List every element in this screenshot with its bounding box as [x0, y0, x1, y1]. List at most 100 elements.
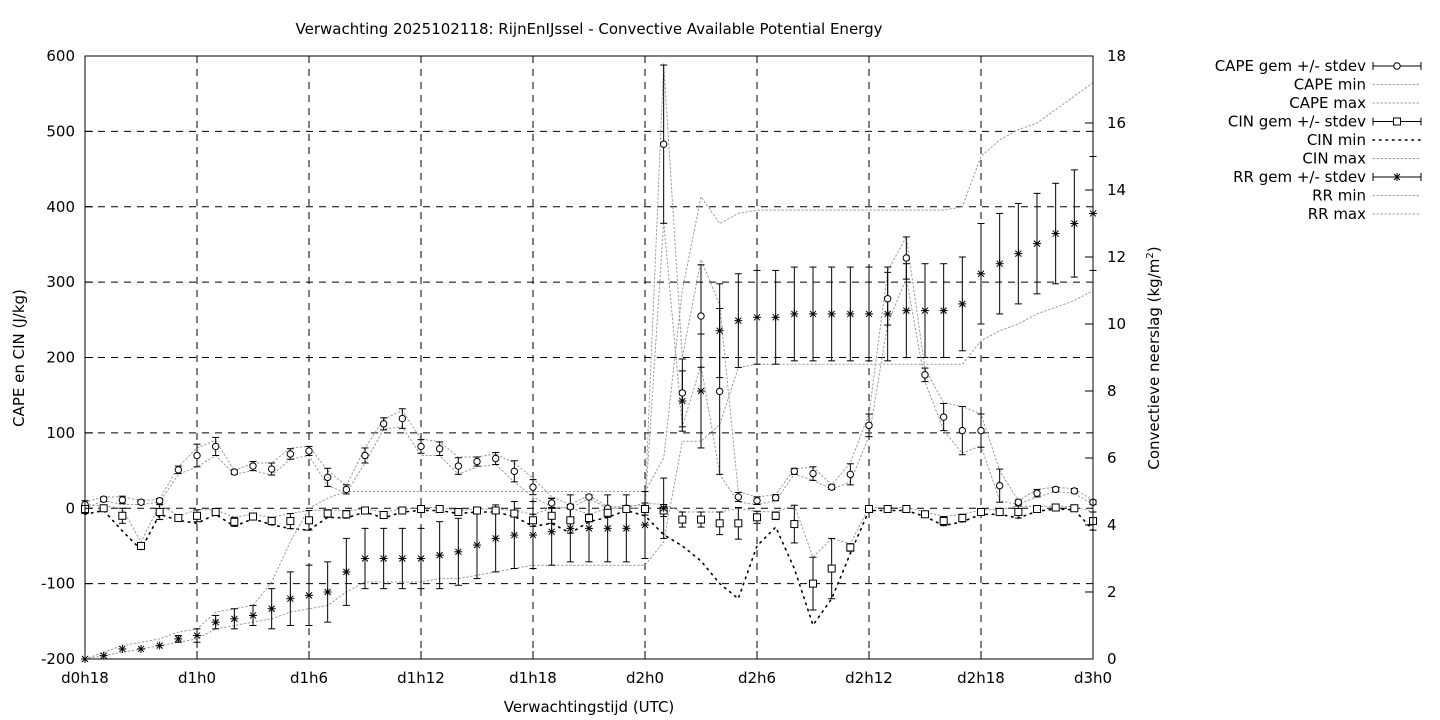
- axes: -200 -100 0 100 200 300 400 500 600 0 2 4 6 8 10 12 14 16…: [41, 47, 1126, 687]
- star-point: [790, 309, 799, 318]
- y-axis-left-title: CAPE en CIN (J/kg): [10, 289, 28, 427]
- star-point: [379, 554, 388, 563]
- star-point: [99, 651, 108, 660]
- star-point: [827, 309, 836, 318]
- circle-point: [323, 473, 332, 482]
- square-point: [995, 508, 1004, 517]
- square-point: [137, 541, 145, 550]
- square-point: [771, 511, 780, 520]
- circle-point: [790, 467, 799, 476]
- y-right-tick-label: 18: [1107, 47, 1126, 65]
- square-point: [267, 517, 276, 526]
- square-point: [734, 519, 743, 528]
- x-tick-label: d2h6: [738, 669, 776, 687]
- star-point: [678, 397, 687, 406]
- star-point: [249, 611, 257, 620]
- star-point: [995, 259, 1004, 268]
- star-point: [137, 644, 145, 653]
- star-point: [529, 531, 537, 540]
- square-point: [417, 505, 425, 514]
- circle-point: [342, 485, 351, 494]
- circle-point: [865, 421, 873, 430]
- circle-point: [995, 481, 1004, 490]
- y-left-tick-label: 0: [65, 499, 75, 517]
- x-axis-title: Verwachtingstijd (UTC): [504, 698, 675, 716]
- x-tick-label: d2h18: [957, 669, 1005, 687]
- circle-point: [491, 454, 500, 463]
- circle-point: [1051, 485, 1060, 494]
- y-left-tick-label: 100: [46, 424, 75, 442]
- star-point: [473, 541, 481, 550]
- legend-label: CAPE gem +/- stdev: [1215, 57, 1366, 75]
- square-point: [715, 519, 724, 528]
- star-point: [641, 521, 649, 529]
- star-point: [622, 524, 631, 533]
- square-point: [809, 579, 817, 588]
- star-point: [230, 614, 239, 623]
- y-axis-right-title-end: ): [1145, 246, 1163, 252]
- circle-point: [529, 483, 537, 491]
- star-point: [734, 316, 743, 325]
- y-left-tick-label: 200: [46, 349, 75, 367]
- circle-point: [585, 493, 593, 501]
- x-tick-label: d2h0: [626, 669, 664, 687]
- star-point: [417, 554, 425, 563]
- circle-point: [454, 462, 463, 470]
- star-point: [585, 524, 593, 533]
- legend-label: RR min: [1312, 187, 1366, 205]
- x-tick-label: d1h18: [509, 669, 557, 687]
- circle-point: [697, 312, 705, 320]
- star-point: [603, 524, 612, 533]
- square-point: [566, 516, 575, 525]
- circle-point: [566, 503, 575, 511]
- square-point: [323, 509, 332, 518]
- square-point: [155, 508, 164, 517]
- cape-min-line: [84, 221, 1094, 509]
- y-right-tick-label: 14: [1107, 181, 1126, 199]
- square-point: [435, 505, 444, 514]
- star-point: [361, 554, 369, 563]
- star-point: [958, 299, 967, 308]
- circle-point: [510, 467, 519, 476]
- circle-point: [435, 445, 444, 453]
- y-axis-right-title-main: Convectieve neerslag (kg/m: [1145, 259, 1163, 470]
- circle-point: [193, 451, 201, 460]
- star-point: [566, 524, 575, 533]
- square-point: [118, 511, 127, 520]
- square-point: [827, 564, 836, 573]
- square-point: [361, 506, 369, 515]
- legend-entry: CAPE max: [1289, 94, 1422, 112]
- square-point: [454, 508, 463, 517]
- circle-point: [99, 495, 108, 503]
- square-point: [902, 505, 911, 514]
- square-point: [305, 516, 313, 525]
- star-point: [883, 309, 892, 318]
- square-point: [249, 512, 257, 521]
- star-point: [921, 306, 929, 315]
- circle-point: [361, 451, 369, 460]
- star-point: [305, 591, 313, 600]
- star-point: [510, 531, 519, 540]
- circle-point: [137, 498, 145, 506]
- circle-point: [379, 420, 388, 428]
- circle-point: [921, 371, 929, 379]
- rr-max-line: [84, 82, 1094, 660]
- star-point: [1051, 229, 1060, 238]
- square-point: [678, 515, 687, 524]
- circle-point: [977, 426, 985, 435]
- square-point: [491, 506, 500, 515]
- star-point: [155, 641, 164, 650]
- legend-label: CIN min: [1307, 131, 1366, 149]
- square-point: [211, 508, 220, 517]
- circle-point: [286, 450, 295, 458]
- star-point: [846, 309, 855, 318]
- x-tick-label: d3h0: [1074, 669, 1112, 687]
- circle-point: [771, 493, 780, 502]
- square-point: [99, 504, 108, 513]
- legend-entry: CIN gem +/- stdev: [1228, 113, 1422, 131]
- square-point: [846, 543, 855, 552]
- square-point: [958, 514, 967, 523]
- square-point: [921, 510, 929, 519]
- square-point: [193, 511, 201, 520]
